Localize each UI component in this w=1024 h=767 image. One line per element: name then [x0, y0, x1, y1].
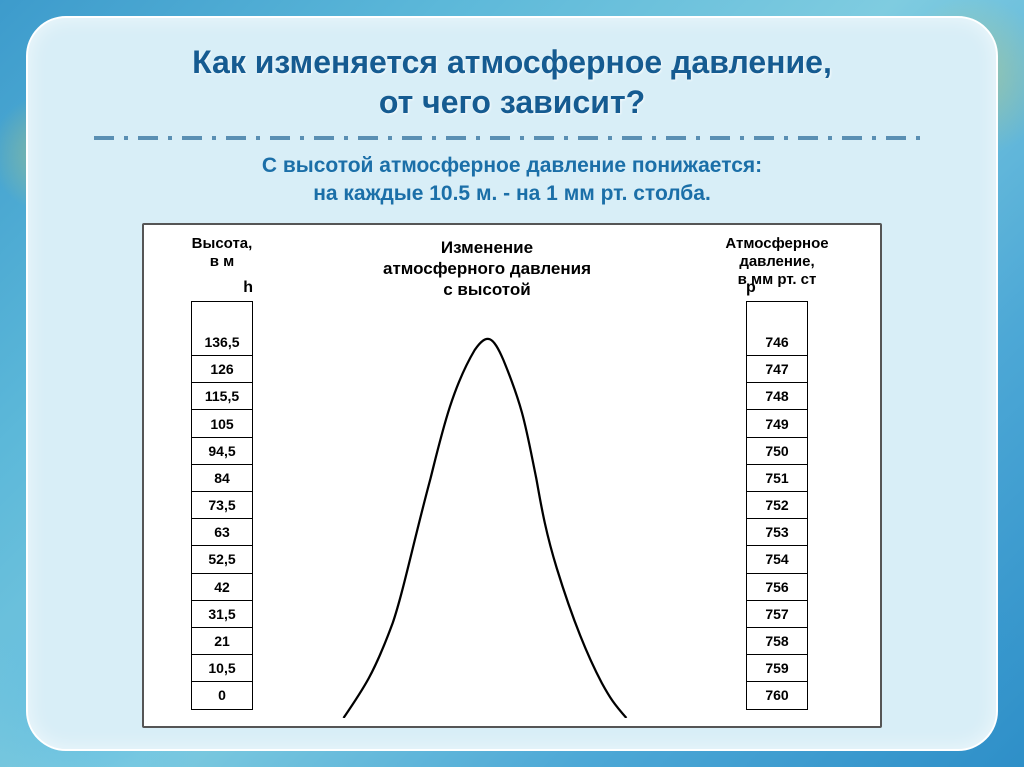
right-tick: 758 — [747, 628, 807, 655]
chart-container: Высота, в м h 136,5 126 115,5 105 94,5 8… — [142, 223, 882, 728]
right-axis-title-1: Атмосферное — [725, 235, 828, 252]
left-axis-title: Высота, в м — [192, 235, 253, 273]
right-tick: 749 — [747, 410, 807, 437]
chart-center: Изменение атмосферного давления с высото… — [282, 235, 692, 722]
title-line-1: Как изменяется атмосферное давление, — [192, 44, 832, 80]
left-axis-title-2: в м — [210, 253, 235, 270]
left-tick: 73,5 — [192, 492, 252, 519]
right-axis-title-2: давление, — [739, 253, 814, 270]
left-tick: 21 — [192, 628, 252, 655]
left-axis: Высота, в м h 136,5 126 115,5 105 94,5 8… — [162, 235, 282, 710]
right-tick: 753 — [747, 519, 807, 546]
left-tick: 0 — [192, 682, 252, 709]
left-tick: 52,5 — [192, 546, 252, 573]
right-tick: 746 — [747, 329, 807, 356]
dash-dot-divider — [94, 136, 929, 140]
right-tick: 748 — [747, 383, 807, 410]
mountain-svg — [282, 328, 692, 718]
left-axis-title-1: Высота, — [192, 235, 253, 252]
right-tick-blank — [747, 302, 807, 329]
right-tick: 759 — [747, 655, 807, 682]
mountain-line — [344, 339, 627, 718]
right-tick: 750 — [747, 438, 807, 465]
right-tick: 751 — [747, 465, 807, 492]
subtitle-text: С высотой атмосферное давление понижаетс… — [262, 152, 762, 209]
left-scale: 136,5 126 115,5 105 94,5 84 73,5 63 52,5… — [191, 301, 253, 710]
left-tick: 42 — [192, 574, 252, 601]
right-axis-letter: p — [746, 279, 808, 297]
center-title-2: атмосферного давления — [383, 259, 591, 278]
content-frame: Как изменяется атмосферное давление, от … — [26, 16, 998, 751]
left-axis-letter: h — [191, 279, 253, 297]
left-tick: 136,5 — [192, 329, 252, 356]
left-tick: 84 — [192, 465, 252, 492]
right-tick: 760 — [747, 682, 807, 709]
right-scale: 746 747 748 749 750 751 752 753 754 756 … — [746, 301, 808, 710]
right-tick: 756 — [747, 574, 807, 601]
right-tick: 747 — [747, 356, 807, 383]
right-tick: 757 — [747, 601, 807, 628]
chart-inner: Высота, в м h 136,5 126 115,5 105 94,5 8… — [162, 235, 862, 722]
right-tick: 752 — [747, 492, 807, 519]
left-tick: 126 — [192, 356, 252, 383]
center-title-1: Изменение — [441, 238, 533, 257]
left-tick: 31,5 — [192, 601, 252, 628]
mountain-plot — [282, 328, 692, 718]
subtitle-line-2: на каждые 10.5 м. - на 1 мм рт. столба. — [313, 182, 711, 205]
left-tick: 105 — [192, 410, 252, 437]
left-tick: 94,5 — [192, 438, 252, 465]
left-tick: 63 — [192, 519, 252, 546]
subtitle-line-1: С высотой атмосферное давление понижаетс… — [262, 154, 762, 177]
page-title: Как изменяется атмосферное давление, от … — [192, 42, 832, 122]
right-axis: Атмосферное давление, в мм рт. ст p 746 … — [692, 235, 862, 710]
left-tick: 115,5 — [192, 383, 252, 410]
left-tick-blank — [192, 302, 252, 329]
center-title-3: с высотой — [443, 280, 531, 299]
left-tick: 10,5 — [192, 655, 252, 682]
title-line-2: от чего зависит? — [379, 84, 645, 120]
chart-title: Изменение атмосферного давления с высото… — [383, 237, 591, 301]
right-tick: 754 — [747, 546, 807, 573]
